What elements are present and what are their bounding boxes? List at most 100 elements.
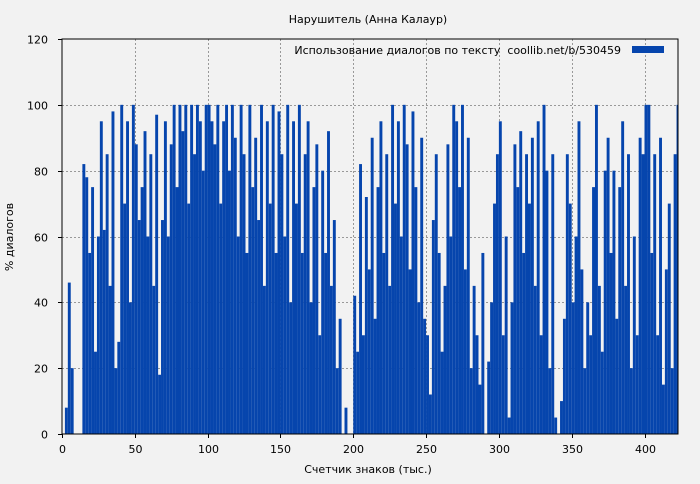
bar bbox=[111, 111, 115, 435]
bar bbox=[88, 252, 92, 434]
bar bbox=[204, 104, 208, 434]
bar bbox=[408, 269, 412, 434]
bar bbox=[478, 384, 482, 434]
bar bbox=[134, 144, 138, 435]
bar bbox=[399, 236, 403, 434]
bar bbox=[190, 104, 194, 434]
bar bbox=[513, 144, 517, 435]
bar bbox=[163, 121, 167, 435]
chart-title: Нарушитель (Анна Калаур) bbox=[289, 13, 447, 26]
bar bbox=[635, 335, 639, 434]
bar bbox=[495, 154, 499, 435]
x-axis-label: Счетчик знаков (тыс.) bbox=[304, 463, 432, 476]
bar bbox=[405, 144, 409, 435]
bar bbox=[219, 203, 223, 434]
bar bbox=[102, 229, 106, 434]
bar bbox=[359, 164, 362, 435]
bar bbox=[487, 361, 491, 434]
y-tick-label: 80 bbox=[34, 166, 48, 179]
bar bbox=[466, 137, 470, 434]
bar bbox=[519, 131, 523, 434]
bar bbox=[661, 384, 665, 434]
bar bbox=[664, 269, 668, 434]
bar bbox=[388, 285, 392, 434]
bar bbox=[201, 170, 205, 434]
bar bbox=[373, 318, 377, 434]
bar bbox=[592, 187, 595, 434]
x-tick-label: 150 bbox=[270, 443, 291, 456]
legend-label: Использование диалогов по тексту coollib… bbox=[294, 44, 621, 57]
bar bbox=[443, 285, 447, 434]
y-tick-label: 120 bbox=[27, 34, 48, 47]
bar bbox=[327, 131, 330, 434]
bar bbox=[195, 104, 199, 434]
bar bbox=[507, 417, 511, 434]
bar bbox=[504, 236, 508, 434]
bar bbox=[85, 177, 89, 434]
bar bbox=[297, 104, 301, 434]
bar bbox=[131, 104, 135, 434]
bar bbox=[667, 203, 671, 434]
bar bbox=[510, 302, 514, 434]
bar bbox=[216, 104, 220, 434]
bar bbox=[644, 104, 648, 434]
bar bbox=[128, 302, 132, 434]
bar bbox=[91, 187, 95, 434]
bar bbox=[472, 285, 476, 434]
bar bbox=[283, 236, 287, 434]
bar bbox=[292, 121, 296, 435]
bar bbox=[367, 269, 371, 434]
bar bbox=[577, 121, 581, 435]
bar bbox=[361, 335, 365, 434]
bar bbox=[213, 144, 217, 435]
bar bbox=[248, 104, 252, 434]
bar bbox=[673, 154, 677, 435]
bar bbox=[146, 236, 150, 434]
bar bbox=[295, 203, 298, 434]
bar bbox=[181, 131, 185, 434]
bar bbox=[597, 285, 601, 434]
bar bbox=[187, 203, 191, 434]
bar bbox=[175, 187, 179, 434]
bar bbox=[222, 121, 226, 435]
bar bbox=[117, 341, 121, 434]
bar bbox=[324, 252, 328, 434]
plot-frame bbox=[61, 38, 679, 435]
bar bbox=[548, 368, 552, 434]
bar bbox=[490, 302, 494, 434]
bar bbox=[554, 417, 558, 434]
bar bbox=[152, 285, 156, 434]
bar bbox=[306, 121, 310, 435]
bar bbox=[385, 154, 389, 435]
bar bbox=[455, 121, 459, 435]
bar bbox=[251, 187, 255, 434]
bar bbox=[394, 203, 397, 434]
x-tick-label: 350 bbox=[562, 443, 583, 456]
bar bbox=[274, 252, 278, 434]
bar bbox=[321, 170, 325, 434]
y-tick-label: 0 bbox=[41, 429, 48, 442]
bar bbox=[239, 104, 243, 434]
bar bbox=[277, 111, 281, 435]
bar bbox=[161, 220, 164, 434]
bar bbox=[568, 203, 572, 434]
bar bbox=[606, 137, 610, 434]
bar bbox=[120, 104, 124, 434]
bar bbox=[539, 335, 543, 434]
bar bbox=[501, 335, 505, 434]
bar bbox=[382, 252, 386, 434]
bar bbox=[126, 121, 129, 435]
bar bbox=[516, 187, 520, 434]
bar bbox=[155, 114, 159, 434]
bar bbox=[627, 154, 630, 435]
bar bbox=[624, 285, 628, 434]
bar bbox=[618, 187, 622, 434]
bar bbox=[621, 121, 625, 435]
bar bbox=[411, 111, 415, 435]
bar bbox=[379, 121, 383, 435]
bar bbox=[571, 302, 575, 434]
bar bbox=[105, 154, 109, 435]
bar bbox=[481, 252, 485, 434]
bar bbox=[493, 203, 496, 434]
